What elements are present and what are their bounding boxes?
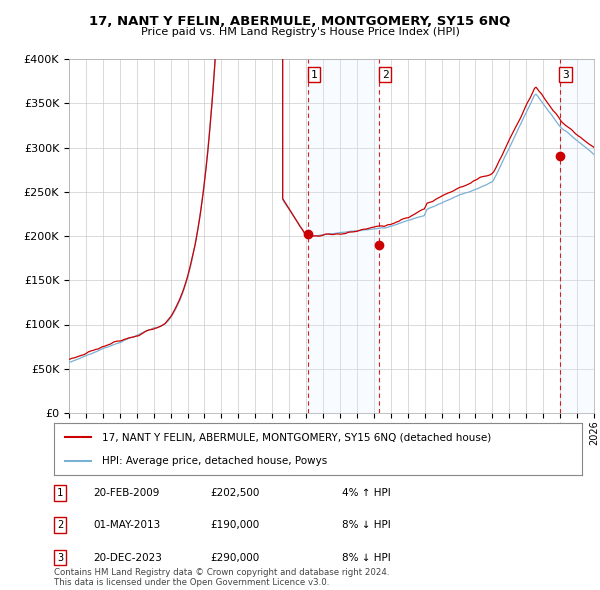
- Text: £202,500: £202,500: [210, 488, 259, 497]
- Text: 17, NANT Y FELIN, ABERMULE, MONTGOMERY, SY15 6NQ (detached house): 17, NANT Y FELIN, ABERMULE, MONTGOMERY, …: [101, 432, 491, 442]
- Text: 2: 2: [57, 520, 63, 530]
- Text: £290,000: £290,000: [210, 553, 259, 562]
- Text: 1: 1: [311, 70, 317, 80]
- Text: Contains HM Land Registry data © Crown copyright and database right 2024.
This d: Contains HM Land Registry data © Crown c…: [54, 568, 389, 587]
- Bar: [308, 59, 379, 413]
- Text: 01-MAY-2013: 01-MAY-2013: [93, 520, 160, 530]
- Text: 3: 3: [562, 70, 569, 80]
- Text: 3: 3: [57, 553, 63, 562]
- Text: 17, NANT Y FELIN, ABERMULE, MONTGOMERY, SY15 6NQ: 17, NANT Y FELIN, ABERMULE, MONTGOMERY, …: [89, 15, 511, 28]
- Text: 1: 1: [57, 488, 63, 497]
- Text: 4% ↑ HPI: 4% ↑ HPI: [342, 488, 391, 497]
- Text: 20-FEB-2009: 20-FEB-2009: [93, 488, 160, 497]
- Bar: [560, 59, 594, 413]
- Text: 2: 2: [382, 70, 389, 80]
- Text: 8% ↓ HPI: 8% ↓ HPI: [342, 553, 391, 562]
- Text: HPI: Average price, detached house, Powys: HPI: Average price, detached house, Powy…: [101, 457, 327, 467]
- Text: 8% ↓ HPI: 8% ↓ HPI: [342, 520, 391, 530]
- Text: Price paid vs. HM Land Registry's House Price Index (HPI): Price paid vs. HM Land Registry's House …: [140, 27, 460, 37]
- Text: £190,000: £190,000: [210, 520, 259, 530]
- Text: 20-DEC-2023: 20-DEC-2023: [93, 553, 162, 562]
